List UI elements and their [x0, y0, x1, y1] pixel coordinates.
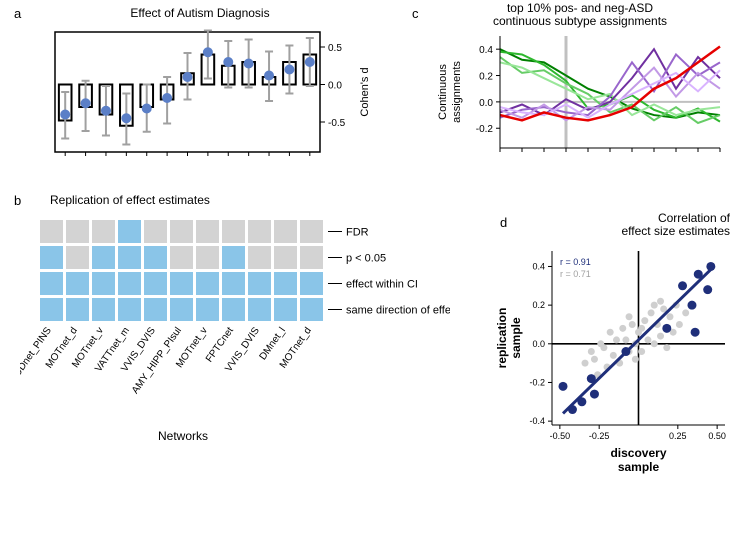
svg-text:0.4: 0.4	[479, 45, 493, 56]
svg-text:assignments: assignments	[451, 61, 463, 123]
svg-text:0.0: 0.0	[328, 81, 342, 92]
svg-text:0.5: 0.5	[328, 43, 342, 54]
panel-d-label: d	[500, 215, 507, 230]
svg-text:Networks: Networks	[158, 429, 208, 443]
svg-text:replication: replication	[495, 308, 509, 369]
panel-c-title-l2: continuous subtype assignments	[493, 14, 667, 28]
panel-b-title: Replication of effect estimates	[30, 193, 350, 207]
panel-a-chart: -0.5 0.0 0.5 Cohen's d	[30, 22, 380, 162]
svg-text:r = 0.91: r = 0.91	[560, 257, 591, 267]
svg-text:sample: sample	[618, 460, 660, 474]
panel-b-label: b	[14, 193, 21, 208]
svg-text:0.2: 0.2	[479, 72, 493, 83]
panel-c-chart: -0.2 0.0 0.2 0.4 Continuousassignments	[430, 30, 730, 170]
svg-text:-0.50: -0.50	[550, 431, 571, 441]
svg-text:-0.2: -0.2	[476, 124, 494, 135]
svg-text:0.0: 0.0	[479, 98, 493, 109]
panel-c-title-l1: top 10% pos- and neg-ASD	[507, 1, 653, 15]
svg-text:0.0: 0.0	[532, 339, 545, 349]
svg-text:effect within CI: effect within CI	[346, 279, 418, 291]
panel-c-title: top 10% pos- and neg-ASD continuous subt…	[440, 2, 720, 28]
svg-text:FDR: FDR	[346, 227, 369, 239]
svg-text:-0.2: -0.2	[529, 377, 545, 387]
panel-d-title-l2: effect size estimates	[622, 224, 731, 238]
panel-a-label: a	[14, 6, 21, 21]
svg-text:r = 0.71: r = 0.71	[560, 269, 591, 279]
svg-text:0.2: 0.2	[532, 300, 545, 310]
svg-text:same direction of effect: same direction of effect	[346, 305, 450, 317]
panel-c-label: c	[412, 6, 419, 21]
svg-text:p < 0.05: p < 0.05	[346, 253, 386, 265]
svg-text:0.50: 0.50	[708, 431, 726, 441]
panel-b-chart: FDR p < 0.05 effect within CI same directio…	[20, 210, 450, 520]
svg-text:Continuous: Continuous	[437, 64, 449, 120]
svg-text:sample: sample	[509, 317, 523, 359]
svg-text:AUDnet_PINS: AUDnet_PINS	[20, 325, 54, 384]
svg-text:Cohen's d: Cohen's d	[359, 67, 371, 116]
panel-a-title: Effect of Autism Diagnosis	[50, 6, 350, 20]
svg-text:-0.25: -0.25	[589, 431, 610, 441]
svg-text:-0.5: -0.5	[328, 118, 346, 129]
svg-text:0.4: 0.4	[532, 261, 545, 271]
svg-text:discovery: discovery	[610, 446, 666, 460]
panel-d-title: Correlation of effect size estimates	[520, 212, 730, 238]
panel-d-title-l1: Correlation of	[658, 211, 730, 225]
svg-text:-0.4: -0.4	[529, 416, 545, 426]
panel-d-chart: -0.4 -0.2 0.0 0.2 0.4 -0.50 -0.25 0.25 0.50 r = 0…	[490, 245, 735, 480]
svg-text:0.25: 0.25	[669, 431, 687, 441]
